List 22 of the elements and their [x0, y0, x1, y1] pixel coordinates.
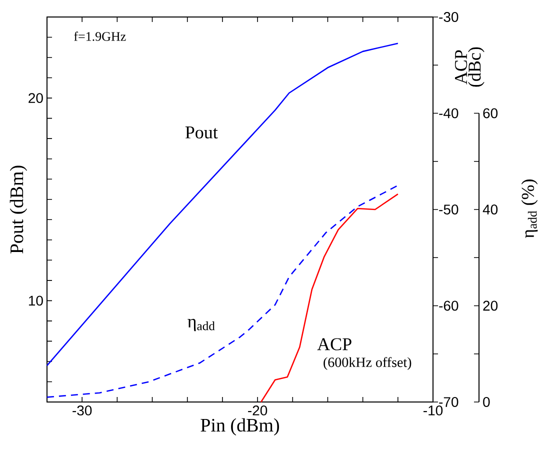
x-tick-label: -20: [248, 406, 268, 416]
y3-tick-label: 0: [483, 397, 490, 407]
x-tick-label: -10: [424, 406, 443, 416]
y3-tick-label: 20: [483, 300, 498, 311]
annotation: (600kHz offset): [324, 357, 412, 370]
y2-tick-label: -30: [439, 12, 458, 22]
y2-tick-label: -40: [439, 108, 458, 118]
x-axis-title: Pin (dBm): [200, 418, 280, 436]
y2-tick-label: -60: [439, 300, 458, 311]
x-tick-label: -30: [72, 406, 92, 416]
y2-tick-label: -50: [439, 204, 458, 214]
y3-axis-title: η$_{add}$ (%): [521, 180, 538, 238]
y2-tick-label: -70: [439, 397, 458, 407]
y-axis-title: Pout (dBm): [10, 166, 28, 254]
y3-tick-label: 40: [482, 204, 498, 214]
series-label: η$_{add}$: [188, 318, 215, 332]
series-label: ACP: [317, 338, 352, 350]
y3-tick-label: 60: [483, 108, 498, 118]
annotation: f=1.9GHz: [74, 32, 126, 41]
y2-axis-title: ACP (dBc): [454, 47, 484, 87]
y-tick-label: 10: [28, 296, 43, 306]
series-label: Pout: [185, 126, 218, 138]
